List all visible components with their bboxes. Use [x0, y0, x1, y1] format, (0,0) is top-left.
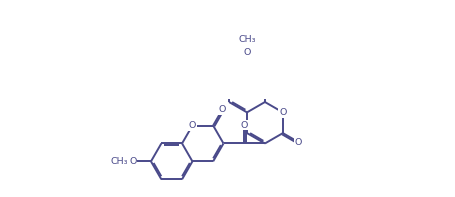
Text: O: O: [279, 108, 287, 117]
Text: CH₃: CH₃: [111, 157, 128, 166]
Text: O: O: [218, 105, 226, 114]
Text: O: O: [295, 138, 303, 147]
Text: O: O: [189, 121, 196, 130]
Text: O: O: [243, 48, 251, 57]
Text: O: O: [241, 121, 248, 130]
Text: CH₃: CH₃: [238, 35, 256, 44]
Text: O: O: [129, 157, 136, 166]
